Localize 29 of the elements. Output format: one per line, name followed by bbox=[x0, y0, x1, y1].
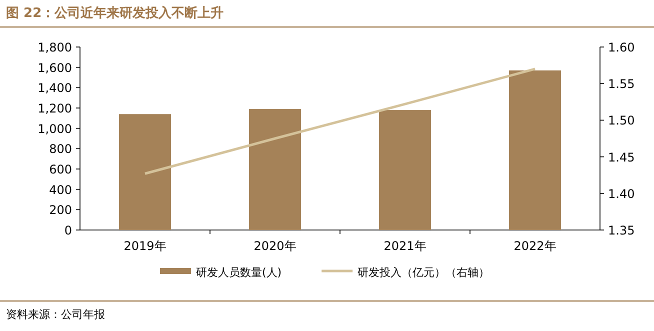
x-tick-label: 2019年 bbox=[124, 239, 166, 253]
x-tick-label: 2022年 bbox=[514, 239, 556, 253]
legend-label: 研发投入（亿元）（右轴） bbox=[358, 266, 490, 279]
y-tick-label: 0 bbox=[64, 224, 72, 238]
bar bbox=[249, 109, 301, 230]
y2-tick-label: 1.45 bbox=[608, 150, 635, 164]
x-tick-label: 2021年 bbox=[384, 239, 426, 253]
y-tick-label: 1,400 bbox=[38, 81, 72, 96]
y-tick-label: 200 bbox=[49, 203, 72, 218]
bar bbox=[509, 70, 561, 230]
y-tick-label: 1,800 bbox=[38, 40, 72, 54]
y2-tick-label: 1.40 bbox=[608, 186, 635, 201]
y-tick-label: 800 bbox=[49, 142, 72, 156]
y-tick-label: 1,600 bbox=[38, 60, 72, 75]
y2-tick-label: 1.50 bbox=[608, 114, 635, 128]
legend-label: 研发人员数量(人) bbox=[196, 266, 282, 279]
y2-tick-label: 1.60 bbox=[608, 40, 635, 54]
y-tick-label: 1,200 bbox=[38, 102, 72, 116]
x-tick-label: 2020年 bbox=[254, 239, 296, 253]
y-tick-label: 400 bbox=[49, 182, 72, 197]
y-tick-label: 600 bbox=[49, 162, 72, 176]
y2-tick-label: 1.35 bbox=[608, 224, 635, 238]
y2-tick-label: 1.55 bbox=[608, 77, 635, 92]
text: 资料来源：公司年报 bbox=[6, 308, 105, 321]
bar bbox=[379, 110, 431, 230]
y-tick-label: 1,000 bbox=[38, 122, 72, 136]
line-series bbox=[144, 68, 536, 175]
chart-title: 图 22：公司近年来研发投入不断上升 bbox=[6, 5, 224, 21]
bar bbox=[119, 114, 171, 230]
